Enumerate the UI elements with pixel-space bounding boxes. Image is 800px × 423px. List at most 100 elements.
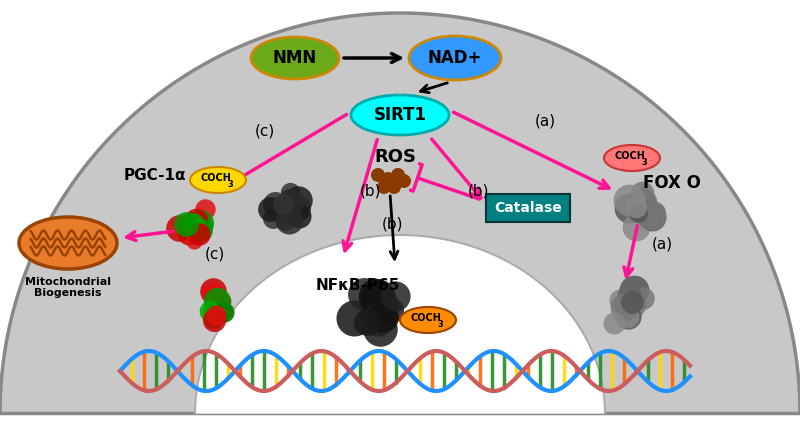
- Point: [173, 225, 186, 231]
- Point: [198, 206, 211, 213]
- Point: [264, 206, 277, 213]
- Point: [282, 216, 295, 223]
- Point: [630, 204, 642, 211]
- Point: [357, 291, 370, 297]
- Point: [285, 197, 298, 204]
- Point: [385, 307, 398, 313]
- Text: (c): (c): [205, 246, 226, 261]
- Circle shape: [391, 168, 405, 182]
- FancyBboxPatch shape: [486, 194, 570, 222]
- Polygon shape: [0, 13, 800, 413]
- Point: [187, 237, 200, 244]
- Point: [360, 319, 373, 326]
- Text: Catalase: Catalase: [494, 201, 562, 215]
- Text: Biogenesis: Biogenesis: [34, 288, 102, 298]
- Point: [278, 217, 291, 223]
- Point: [279, 207, 292, 214]
- Point: [372, 292, 385, 299]
- Text: FOX O: FOX O: [643, 174, 701, 192]
- Text: COCH: COCH: [410, 313, 442, 323]
- Point: [374, 325, 386, 332]
- Point: [204, 308, 217, 315]
- Text: COCH: COCH: [201, 173, 231, 183]
- Circle shape: [397, 174, 411, 188]
- Circle shape: [381, 172, 395, 186]
- Text: (a): (a): [652, 236, 673, 251]
- Point: [269, 201, 282, 208]
- Point: [614, 297, 626, 304]
- Ellipse shape: [409, 36, 501, 80]
- Point: [218, 308, 230, 315]
- Point: [389, 293, 402, 299]
- Point: [370, 292, 382, 299]
- Ellipse shape: [604, 145, 660, 171]
- Point: [626, 299, 638, 306]
- Point: [626, 300, 639, 307]
- Point: [642, 208, 655, 214]
- Point: [190, 216, 202, 223]
- Circle shape: [387, 180, 401, 194]
- Ellipse shape: [400, 307, 456, 333]
- Point: [620, 313, 633, 319]
- Point: [625, 294, 638, 300]
- Point: [347, 315, 360, 321]
- Text: 3: 3: [641, 157, 647, 167]
- Point: [179, 221, 192, 228]
- Circle shape: [377, 180, 391, 194]
- Text: NAD+: NAD+: [428, 49, 482, 67]
- Point: [607, 319, 620, 326]
- Point: [277, 201, 290, 208]
- Point: [627, 287, 640, 294]
- Point: [635, 200, 648, 206]
- Text: (b): (b): [360, 183, 382, 198]
- Point: [637, 294, 650, 301]
- Text: 3: 3: [227, 179, 233, 189]
- Point: [632, 209, 645, 216]
- Point: [206, 317, 219, 324]
- Point: [194, 227, 207, 233]
- Point: [210, 297, 223, 304]
- Point: [646, 218, 658, 225]
- Point: [645, 212, 658, 219]
- Text: COCH: COCH: [614, 151, 646, 161]
- Ellipse shape: [19, 217, 117, 269]
- Point: [623, 204, 636, 211]
- Text: PGC-1α: PGC-1α: [124, 168, 186, 182]
- Point: [374, 300, 387, 307]
- Text: (b): (b): [468, 183, 490, 198]
- Point: [214, 310, 227, 316]
- Ellipse shape: [351, 95, 449, 135]
- Point: [376, 314, 389, 321]
- Text: SIRT1: SIRT1: [374, 106, 426, 124]
- Point: [186, 221, 199, 228]
- Point: [370, 317, 383, 324]
- Point: [370, 305, 383, 312]
- Point: [630, 223, 642, 230]
- Point: [622, 196, 635, 203]
- Point: [622, 312, 634, 319]
- Point: [284, 189, 297, 195]
- Circle shape: [371, 168, 385, 182]
- Point: [185, 220, 198, 227]
- Point: [207, 288, 220, 294]
- Text: NFκB-P65: NFκB-P65: [316, 277, 400, 292]
- Text: (c): (c): [255, 123, 275, 138]
- Point: [210, 311, 222, 318]
- Ellipse shape: [190, 167, 246, 193]
- Point: [218, 308, 230, 315]
- Point: [266, 215, 279, 222]
- Point: [208, 317, 221, 324]
- Point: [623, 290, 636, 297]
- Point: [649, 209, 662, 215]
- Point: [206, 288, 218, 295]
- Point: [618, 304, 630, 310]
- Point: [636, 190, 649, 196]
- Point: [208, 309, 221, 316]
- Text: (a): (a): [535, 113, 556, 128]
- Point: [195, 223, 208, 230]
- Polygon shape: [195, 235, 605, 413]
- Ellipse shape: [251, 37, 339, 79]
- Point: [193, 230, 206, 237]
- Point: [622, 298, 634, 305]
- Text: ROS: ROS: [374, 148, 416, 166]
